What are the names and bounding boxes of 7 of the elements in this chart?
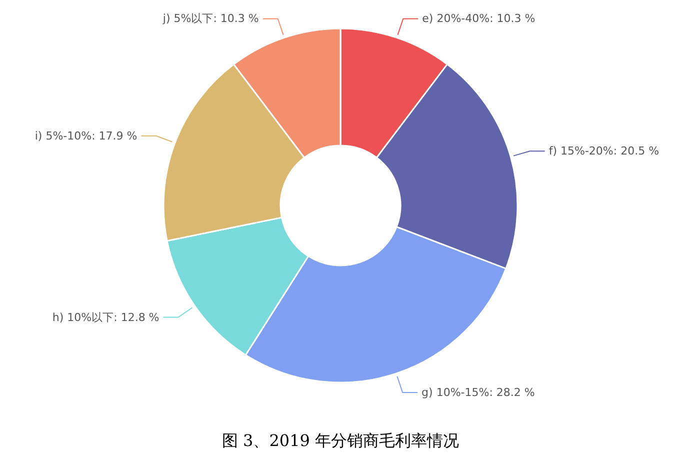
text: 图 3、2019 年分销商毛利率情况 xyxy=(222,431,460,450)
slice-label: i) 5%-10%: 17.9 % xyxy=(34,129,138,142)
slice-label: h) 10%以下: 12.8 % xyxy=(52,310,160,324)
slice-label: g) 10%-15%: 28.2 % xyxy=(422,386,535,399)
slice-label: j) 5%以下: 10.3 % xyxy=(162,12,259,26)
slice-label: e) 20%-40%: 10.3 % xyxy=(422,12,536,26)
slice-label: f) 15%-20%: 20.5 % xyxy=(548,144,660,158)
